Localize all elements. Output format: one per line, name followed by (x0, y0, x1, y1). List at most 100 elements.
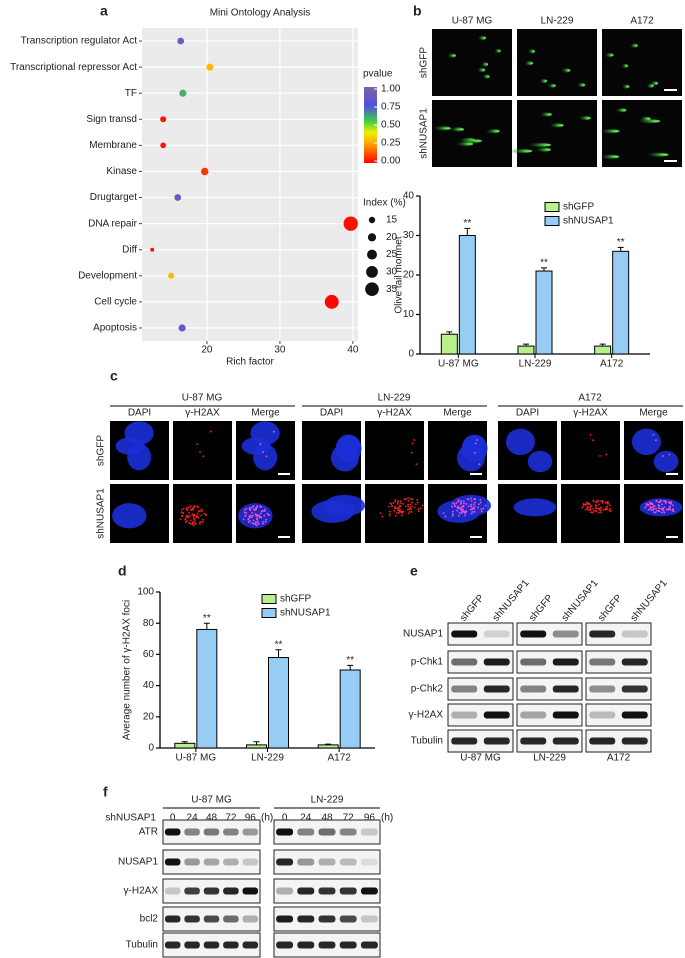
dot (201, 167, 209, 176)
focus (196, 505, 199, 508)
focus (259, 512, 262, 515)
comet (526, 142, 552, 148)
comet (527, 49, 536, 54)
band (621, 711, 648, 719)
bar (535, 270, 553, 355)
comet (480, 62, 489, 67)
band (184, 828, 200, 836)
size-legend-dot (367, 233, 377, 242)
focus (457, 499, 460, 501)
focus (602, 500, 605, 503)
band (318, 887, 336, 895)
band (297, 887, 315, 895)
legend-title: pvalue (363, 69, 393, 80)
focus (596, 499, 599, 502)
focus (647, 508, 650, 511)
focus (654, 511, 657, 514)
focus (189, 519, 192, 522)
bar (517, 345, 535, 355)
band (242, 828, 259, 836)
focus (379, 512, 382, 515)
colorbar-label: 0.50 (381, 120, 401, 131)
focus (470, 512, 473, 515)
focus (458, 512, 461, 514)
colorbar-label: 0.25 (381, 138, 401, 149)
significance: ** (346, 655, 354, 666)
focus (484, 504, 487, 507)
focus (263, 514, 266, 517)
panel-label: d (118, 563, 127, 579)
comet (621, 84, 630, 89)
focus (398, 505, 401, 507)
focus (474, 442, 477, 445)
focus (669, 505, 672, 508)
band (164, 858, 181, 866)
focus (388, 505, 390, 508)
size-legend-label: 15 (386, 215, 398, 226)
focus (410, 497, 412, 500)
focus (659, 499, 662, 502)
blot (447, 703, 514, 727)
size-legend-dot (367, 249, 377, 260)
focus (662, 455, 664, 457)
focus (407, 499, 410, 502)
y-tick-label: Cell cycle (94, 297, 137, 308)
dot (179, 89, 187, 97)
x-tick-label: A172 (600, 359, 624, 370)
dot (160, 116, 167, 123)
focus (586, 502, 589, 505)
focus (592, 507, 594, 510)
focus (581, 506, 583, 509)
band (360, 915, 378, 923)
chart-title: Mini Ontology Analysis (210, 8, 311, 19)
focus (470, 503, 472, 506)
focus (400, 514, 403, 517)
unit-label: (h) (381, 813, 393, 824)
focus (414, 506, 416, 509)
error-bar (347, 664, 354, 670)
focus (655, 439, 657, 442)
focus (473, 451, 476, 454)
band (242, 941, 259, 949)
band (223, 858, 239, 866)
focus (658, 501, 661, 504)
focus (391, 505, 394, 508)
group-label: LN-229 (311, 795, 344, 806)
significance: ** (203, 613, 211, 624)
focus (180, 508, 183, 511)
focus (602, 508, 605, 511)
error-bar (253, 741, 260, 745)
focus (460, 512, 463, 514)
row-label: shNUSAP1 (96, 488, 107, 539)
focus (591, 511, 594, 514)
focus (477, 503, 480, 506)
group-label: U-87 MG (191, 795, 232, 806)
focus (460, 507, 462, 509)
focus (252, 505, 255, 508)
focus (199, 520, 202, 523)
colorbar-label: 1.00 (381, 84, 401, 95)
blot (585, 703, 652, 727)
focus (251, 514, 254, 517)
panel-label: c (110, 368, 118, 384)
column-label: A172 (630, 16, 654, 27)
comet-image (432, 100, 512, 167)
focus (394, 499, 397, 501)
focus (192, 507, 194, 509)
y-tick-label: TF (125, 88, 137, 99)
focus (260, 516, 263, 519)
focus (393, 507, 396, 509)
focus (647, 504, 650, 506)
row-label: Tubulin (411, 736, 443, 747)
focus (259, 443, 262, 446)
focus (256, 517, 259, 520)
y-tick-label: 40 (403, 191, 415, 202)
focus (410, 451, 413, 454)
focus (460, 509, 463, 511)
band (276, 887, 294, 895)
focus (478, 463, 481, 466)
focus (191, 508, 194, 511)
band (552, 737, 579, 745)
comet (481, 74, 490, 79)
